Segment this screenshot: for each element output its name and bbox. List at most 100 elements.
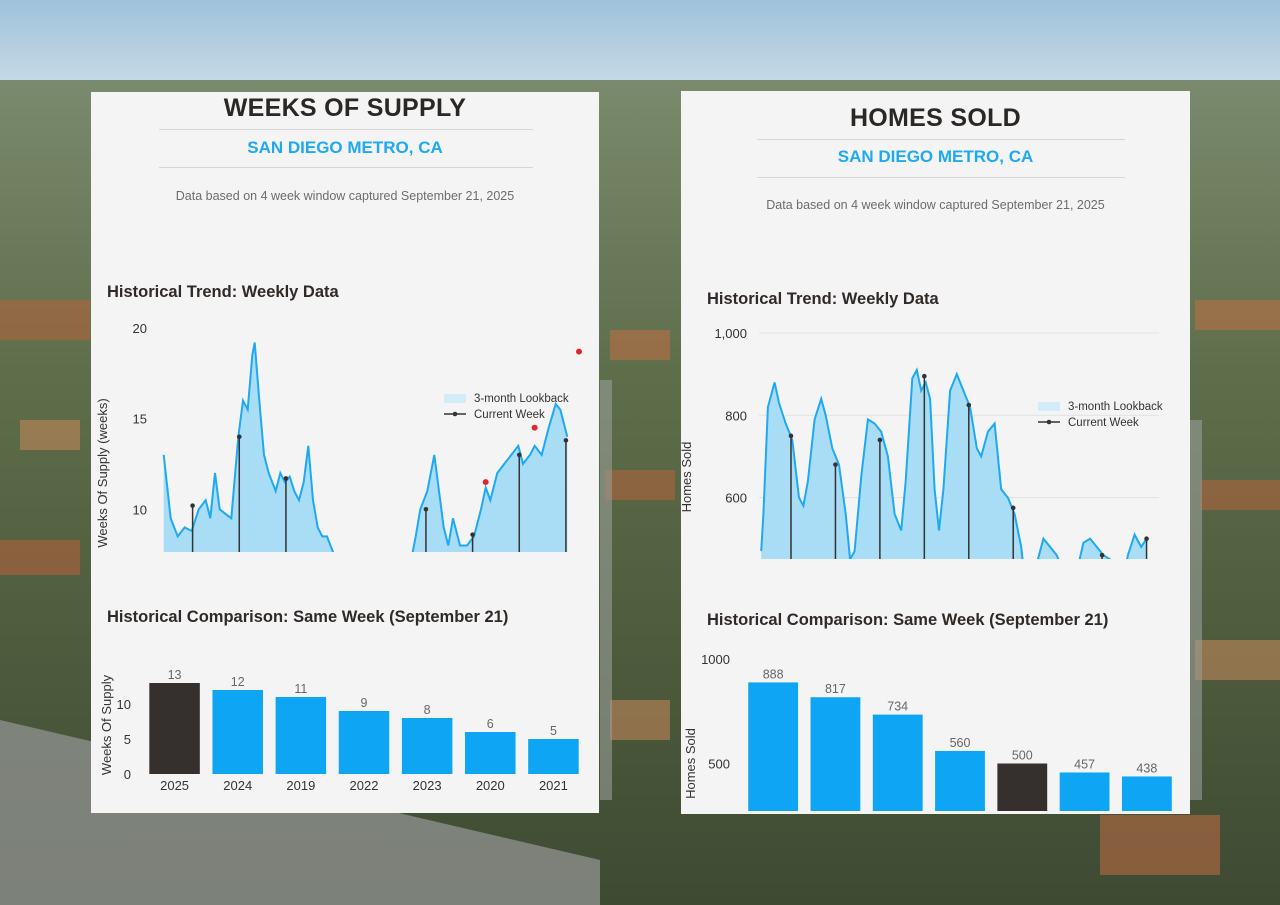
weeks-of-supply-panel: WEEKS OF SUPPLY SAN DIEGO METRO, CA Data… [91,92,599,813]
bar [149,683,200,774]
x-tick-label: 2025 [160,778,189,793]
bar-value-label: 560 [950,736,971,750]
series-area [761,370,1147,559]
legend-point-current [1046,419,1052,425]
plot-area: 0 5 10 13 2025 12 2024 11 2019 9 2022 8 2023 6 2020 5 20… [99,668,579,793]
comparison-title: Historical Comparison: Same Week (Septem… [107,608,509,626]
panel-title: WEEKS OF SUPPLY [223,94,467,122]
subtitle-divider [757,177,1125,178]
legend: 3-month Lookback Current Week [444,393,569,421]
homes-sold-panel: HOMES SOLD SAN DIEGO METRO, CA Data base… [681,91,1190,814]
y-axis-label: Weeks Of Supply (weeks) [95,398,110,547]
bar [401,718,453,774]
x-tick-label: 2020 [476,778,505,793]
homes-sold-comparison-chart: 0500100088820208172021734201956020225002… [683,652,1172,811]
bar-value-label: 12 [231,675,245,689]
bar-value-label: 5 [550,724,557,738]
current-week-point [470,532,475,537]
series-line [760,367,1148,559]
current-week-point [922,373,927,379]
panel-subtitle: SAN DIEGO METRO, CA [247,138,443,157]
current-week-point [563,438,569,443]
highlight-point [482,479,489,486]
bar-value-label: 438 [1136,761,1157,775]
y-tick-label: 600 [725,491,747,506]
current-week-point [1099,552,1105,558]
legend-swatch-lookback [1038,402,1060,411]
subtitle-divider [159,167,533,168]
bar [935,750,985,811]
bar [748,682,799,811]
bar [528,739,579,774]
y-axis-label: Homes Sold [683,728,698,799]
x-tick-label: 2019 [286,778,315,793]
bar [212,690,263,774]
bar-value-label: 817 [825,682,846,696]
bar [810,697,861,811]
series-line [162,342,569,552]
panel-title: HOMES SOLD [849,104,1022,132]
current-week-point [966,402,972,408]
current-week-point [877,437,883,443]
capture-note: Data based on 4 week window captured Sep… [175,189,515,203]
current-week-point [1010,505,1016,511]
y-tick-label: 800 [725,408,747,423]
current-week-point [833,462,838,467]
bar-value-label: 11 [294,682,307,696]
bar [465,732,516,774]
current-week-point [190,503,195,508]
bar [338,711,390,774]
trend-title: Historical Trend: Weekly Data [107,283,339,301]
title-divider [159,129,533,130]
y-tick-label: 10 [133,502,147,517]
legend-label-lookback: 3-month Lookback [1068,401,1163,413]
legend-point-current [452,411,458,417]
current-week-point [516,452,522,458]
y-tick-label: 500 [708,757,730,772]
y-tick-label: 15 [133,412,147,427]
bar [1121,776,1172,811]
legend: 3-month Lookback Current Week [1038,401,1163,429]
bar [872,714,923,811]
current-week-point [1144,536,1149,542]
legend-label-current: Current Week [1068,417,1139,429]
bar [275,697,327,774]
plot-area: 5101520201720182019202020212022202320242… [95,321,582,552]
plot-area: 4006008001,00020172018201920202021202220… [681,326,1159,559]
x-tick-label: 2023 [413,778,442,793]
x-tick-label: 2024 [223,778,252,793]
bar [1059,772,1110,811]
title-divider [757,139,1125,140]
legend-label-lookback: 3-month Lookback [474,393,569,405]
weeks-of-supply-comparison-chart: 0 5 10 13 2025 12 2024 11 2019 9 2022 8 2023 6 2020 5 20… [99,668,579,793]
panel-subtitle: SAN DIEGO METRO, CA [837,147,1034,166]
series-area [163,342,568,552]
bar-value-label: 13 [168,668,182,682]
comparison-title: Historical Comparison: Same Week (Septem… [707,611,1109,629]
y-tick-label: 1000 [701,652,730,667]
bar-value-label: 457 [1074,757,1095,771]
homes-sold-trend-chart: 4006008001,00020172018201920202021202220… [681,326,1163,559]
legend-swatch-lookback [444,394,466,403]
highlight-point [531,424,538,431]
capture-note: Data based on 4 week window captured Sep… [766,198,1105,212]
weeks-of-supply-trend-chart: 5101520201720182019202020212022202320242… [95,321,582,552]
bar-value-label: 6 [487,717,494,731]
legend-label-current: Current Week [474,409,545,421]
trend-title: Historical Trend: Weekly Data [707,290,939,308]
bar-value-label: 9 [361,696,368,710]
bar-value-label: 734 [887,700,908,714]
bar-value-label: 888 [763,667,784,681]
current-week-point [236,434,242,440]
current-week-point [423,506,429,512]
y-tick-label: 1,000 [714,326,747,341]
highlight-point [576,348,582,355]
y-tick-label: 0 [124,767,131,782]
plot-area: 0500100088820208172021734201956020225002… [683,652,1172,811]
y-tick-label: 5 [124,732,131,747]
current-week-point [788,433,794,439]
bar-value-label: 500 [1012,749,1033,763]
bar [997,763,1048,811]
y-tick-label: 20 [133,321,147,336]
x-tick-label: 2021 [539,778,568,793]
